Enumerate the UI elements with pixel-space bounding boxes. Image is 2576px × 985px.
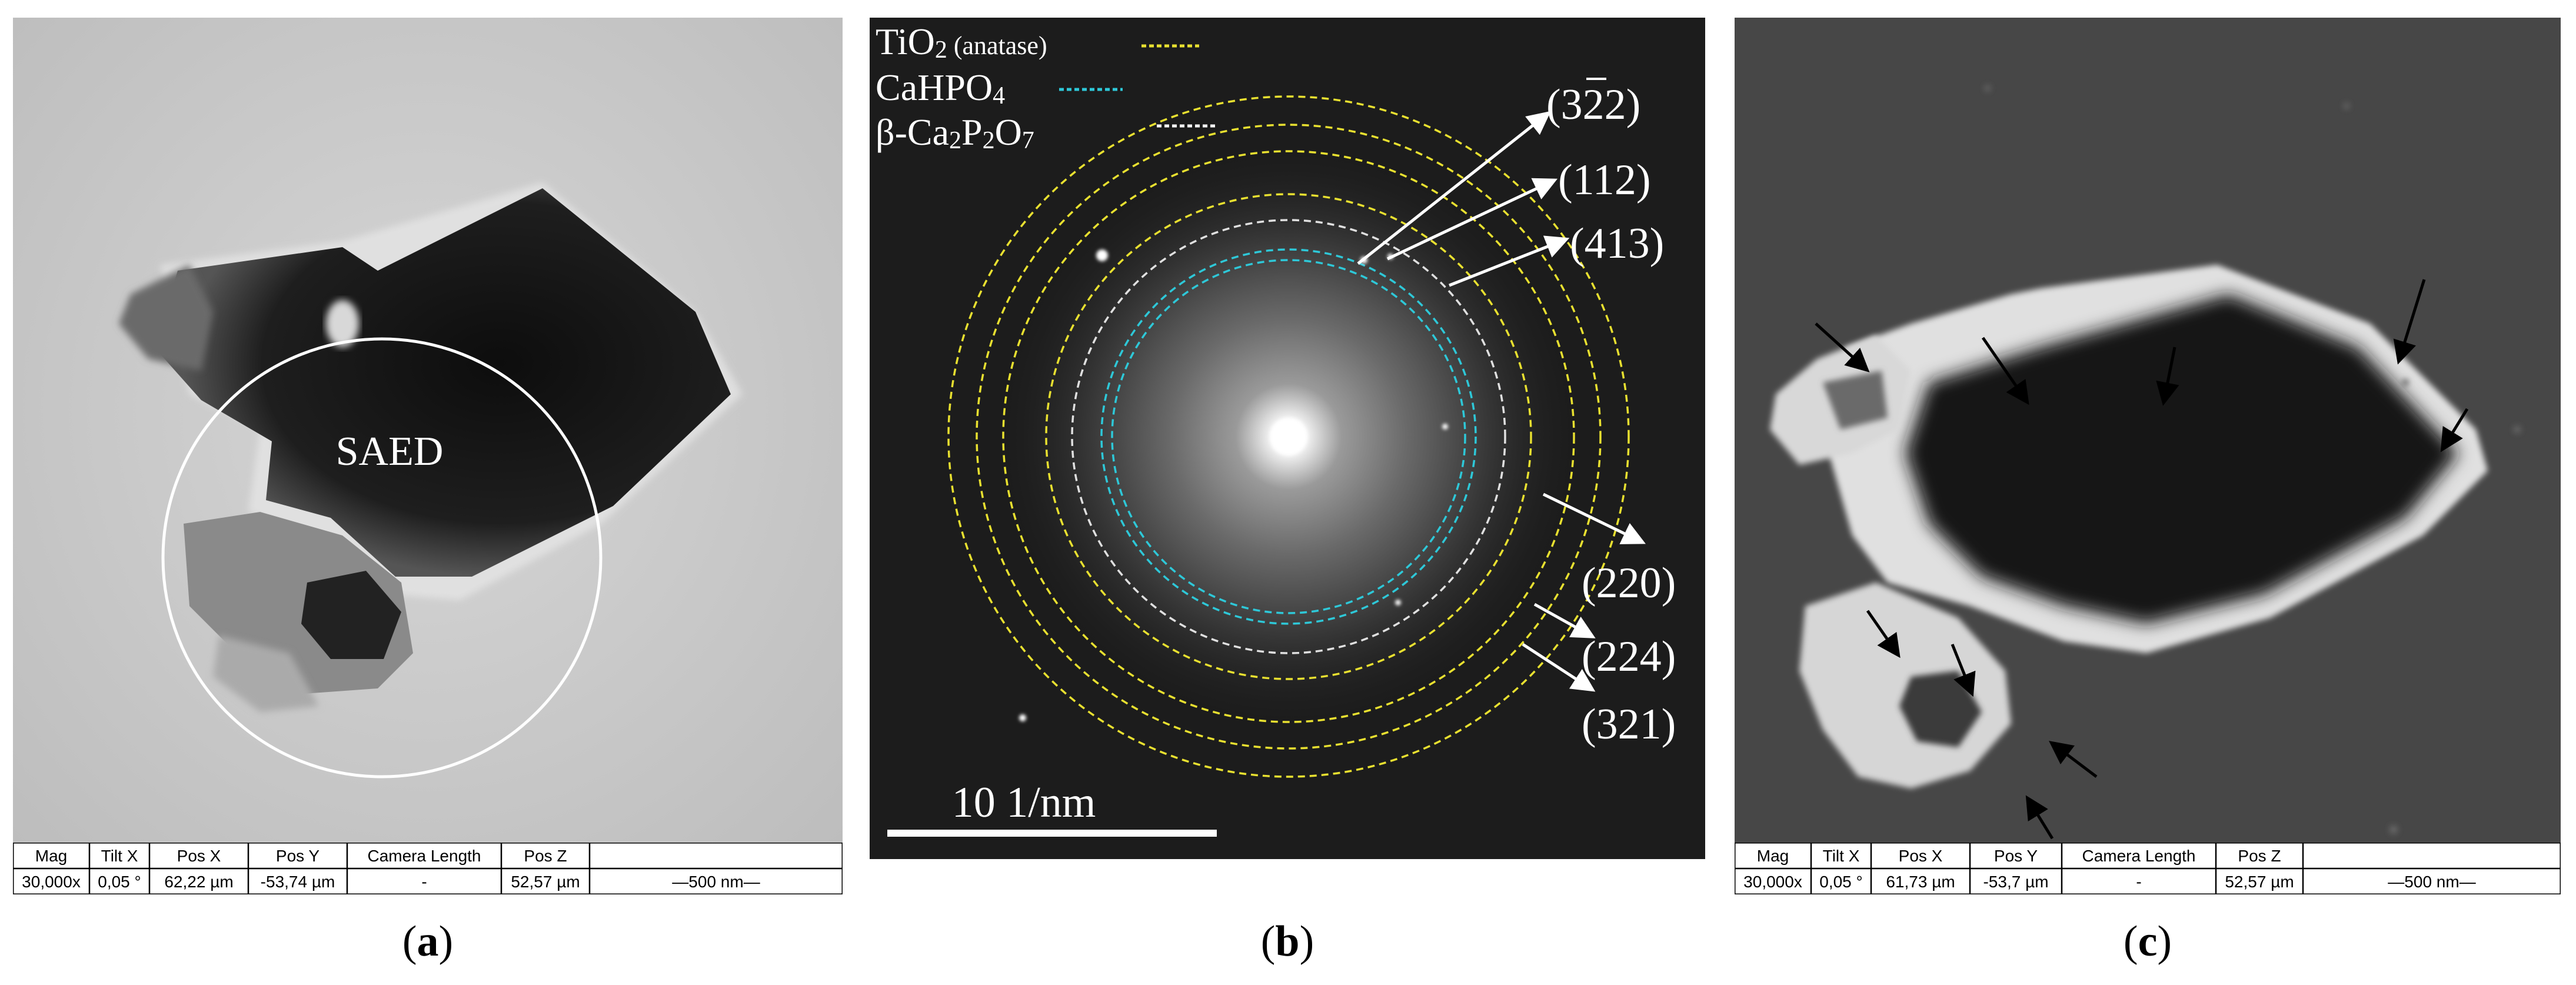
tem-image-canvas: SAED bbox=[13, 18, 843, 894]
info-header: Tilt X bbox=[1823, 847, 1860, 865]
reflection-label: (413) bbox=[1570, 219, 1664, 268]
legend-label-tio2: TiO2 (anatase) bbox=[876, 21, 1047, 64]
reflection-label: (112) bbox=[1558, 156, 1651, 204]
diffraction-canvas: TiO2 (anatase) CaHPO4 β-Ca2P2O7 (322) (1… bbox=[870, 18, 1705, 859]
arrow-220 bbox=[1542, 492, 1646, 544]
arrow-224 bbox=[1533, 603, 1596, 638]
arrow-321 bbox=[1522, 643, 1596, 692]
info-header: Pos Z bbox=[2238, 847, 2281, 865]
info-header: Pos Z bbox=[524, 847, 567, 865]
info-value: 52,57 µm bbox=[2225, 873, 2294, 891]
microscope-info-bar: Mag Tilt X Pos X Pos Y Camera Length Pos… bbox=[13, 843, 843, 894]
info-value: -53,74 µm bbox=[261, 873, 335, 891]
arrow-marker bbox=[1866, 610, 1901, 658]
particle-dark-core bbox=[1905, 294, 2458, 624]
saed-aperture-circle bbox=[161, 337, 603, 778]
microscope-info-bar: Mag Tilt X Pos X Pos Y Camera Length Pos… bbox=[1735, 843, 2561, 894]
tem-dark-field-image: Mag Tilt X Pos X Pos Y Camera Length Pos… bbox=[1735, 18, 2561, 894]
info-value: - bbox=[2136, 873, 2141, 891]
info-value: 52,57 µm bbox=[511, 873, 580, 891]
arrow-marker bbox=[2440, 408, 2469, 452]
caption-a: (a) bbox=[402, 917, 454, 966]
info-value: -53,7 µm bbox=[1983, 873, 2048, 891]
legend-label-beta-ca2p2o7: β-Ca2P2O7 bbox=[876, 111, 1034, 154]
tem-bright-field-image: SAED Mag Tilt X Pos X Pos Y Camera Lengt… bbox=[13, 18, 843, 894]
arrow-marker bbox=[2393, 279, 2426, 365]
info-value: 30,000x bbox=[22, 873, 81, 891]
ring-cahpo4 bbox=[1111, 259, 1466, 614]
scale-bar bbox=[887, 830, 1217, 837]
arrow-marker bbox=[2049, 740, 2098, 778]
info-value: 0,05 ° bbox=[98, 873, 141, 891]
diffraction-spot bbox=[1019, 714, 1026, 721]
info-header: Mag bbox=[35, 847, 67, 865]
info-header: Camera Length bbox=[367, 847, 481, 865]
arrow-marker bbox=[2156, 347, 2179, 406]
info-header: Pos Y bbox=[1994, 847, 2038, 865]
arrow-marker bbox=[1815, 322, 1870, 372]
scale-label: —500 nm— bbox=[2388, 873, 2475, 891]
scale-bar-label: 10 1/nm bbox=[952, 778, 1096, 827]
ring-cahpo4 bbox=[1100, 248, 1477, 625]
info-header: Tilt X bbox=[101, 847, 138, 865]
ring-tio2 bbox=[1002, 150, 1575, 723]
diffraction-spot bbox=[1442, 424, 1448, 430]
info-value: 0,05 ° bbox=[1819, 873, 1862, 891]
reflection-label: (321) bbox=[1582, 700, 1676, 748]
central-beam-spot bbox=[1270, 418, 1307, 455]
ring-tio2 bbox=[1045, 193, 1532, 680]
ring-tio2 bbox=[947, 95, 1630, 778]
ring-beta-ca2p2o7 bbox=[1071, 219, 1506, 654]
info-value: 30,000x bbox=[1743, 873, 1802, 891]
arrow-112 bbox=[1386, 178, 1558, 261]
info-value: - bbox=[421, 873, 427, 891]
scale-label: —500 nm— bbox=[672, 873, 760, 891]
saed-label: SAED bbox=[336, 429, 444, 474]
info-header: Mag bbox=[1757, 847, 1789, 865]
diffraction-spot bbox=[1096, 249, 1108, 261]
saed-diffraction-pattern: TiO2 (anatase) CaHPO4 β-Ca2P2O7 (322) (1… bbox=[870, 18, 1705, 859]
arrow-322 bbox=[1357, 111, 1551, 265]
info-header: Camera Length bbox=[2082, 847, 2195, 865]
arrow-marker bbox=[1951, 644, 1976, 697]
reflection-label: (322) bbox=[1546, 81, 1640, 129]
info-header: Pos X bbox=[1899, 847, 1943, 865]
reflection-label: (224) bbox=[1582, 633, 1676, 681]
info-header: Pos Y bbox=[276, 847, 320, 865]
diffraction-spot bbox=[1395, 600, 1401, 605]
caption-c: (c) bbox=[2123, 917, 2172, 966]
caption-b: (b) bbox=[1260, 917, 1314, 966]
info-value: 61,73 µm bbox=[1886, 873, 1955, 891]
legend-label-cahpo4: CaHPO4 bbox=[876, 66, 1005, 109]
arrow-marker bbox=[1981, 337, 2029, 405]
arrow-marker bbox=[2025, 795, 2054, 840]
arrow-413 bbox=[1449, 235, 1570, 287]
ring-tio2 bbox=[976, 124, 1602, 750]
reflection-label: (220) bbox=[1582, 559, 1676, 607]
info-header: Pos X bbox=[177, 847, 221, 865]
info-value: 62,22 µm bbox=[164, 873, 233, 891]
dark-field-canvas bbox=[1735, 18, 2561, 894]
